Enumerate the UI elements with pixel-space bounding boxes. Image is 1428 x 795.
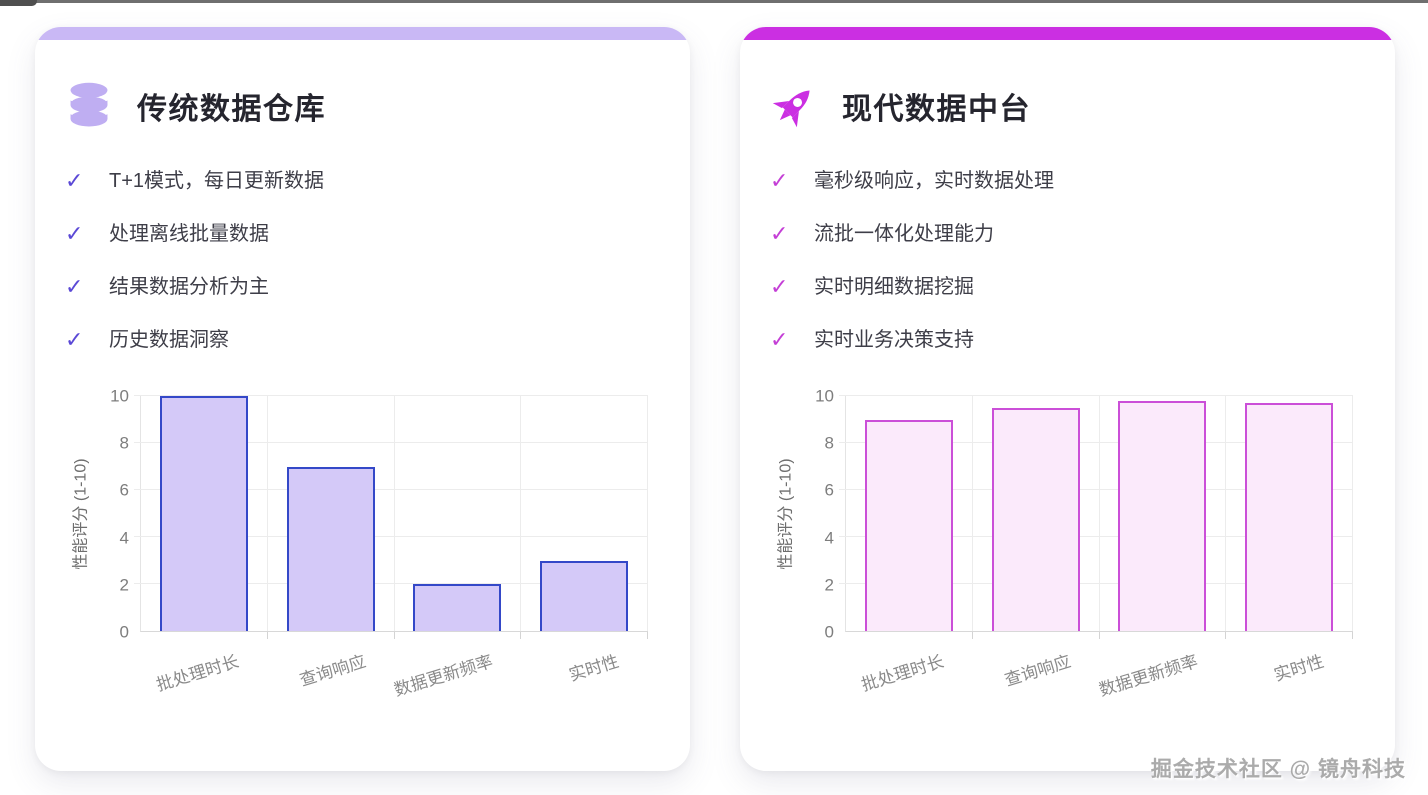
plot-area: 批处理时长 查询响应 数据更新频率 实时性 [839,395,1353,700]
check-icon: ✓ [65,274,84,299]
bar-chart-traditional: 性能评分 (1-10) 10 8 6 4 2 0 [65,384,660,714]
check-icon: ✓ [770,221,789,246]
y-tick: 10 [110,386,129,406]
bar [413,584,502,631]
feature-text: 结果数据分析为主 [109,276,269,298]
feature-item: ✓ 实时业务决策支持 [770,327,1365,354]
comparison-layout: 传统数据仓库 ✓ T+1模式，每日更新数据 ✓ 处理离线批量数据 ✓ 结果数据分… [35,27,1395,771]
y-tick: 4 [824,528,834,548]
feature-item: ✓ T+1模式，每日更新数据 [65,168,660,195]
bar [540,560,629,631]
feature-text: 实时明细数据挖掘 [814,276,974,298]
gridline [134,489,648,490]
feature-text: 处理离线批量数据 [109,223,269,245]
card-title: 现代数据中台 [842,93,1031,126]
bar [991,407,1080,631]
x-tick-label: 实时性 [1272,651,1327,685]
plot-area: 批处理时长 查询响应 数据更新频率 实时性 [134,395,648,700]
y-tick: 0 [119,622,129,642]
card-traditional-warehouse: 传统数据仓库 ✓ T+1模式，每日更新数据 ✓ 处理离线批量数据 ✓ 结果数据分… [35,27,690,771]
x-tick-label: 数据更新频率 [391,651,495,700]
check-icon: ✓ [770,327,789,352]
check-icon: ✓ [65,168,84,193]
feature-item: ✓ 历史数据洞察 [65,327,660,354]
bar [1245,403,1334,631]
x-tick-label: 批处理时长 [154,651,242,695]
feature-item: ✓ 处理离线批量数据 [65,221,660,248]
gridline [134,395,648,396]
gridline [839,395,1353,396]
y-tick: 2 [119,575,129,595]
card-header: 传统数据仓库 [65,82,660,130]
bar [286,466,375,631]
gridline [134,536,648,537]
card-accent-bar [740,27,1395,40]
bar-chart-modern: 性能评分 (1-10) 10 8 6 4 2 0 [770,384,1365,714]
gridline [839,442,1353,443]
gridline [839,583,1353,584]
card-accent-bar [35,27,690,40]
y-axis-ticks: 10 8 6 4 2 0 [65,388,129,641]
y-tick: 8 [824,433,834,453]
rocket-icon [770,82,818,130]
feature-list: ✓ T+1模式，每日更新数据 ✓ 处理离线批量数据 ✓ 结果数据分析为主 ✓ 历… [65,168,660,354]
feature-item: ✓ 实时明细数据挖掘 [770,274,1365,301]
check-icon: ✓ [65,221,84,246]
screen-top-corner [0,0,37,6]
x-tick-label: 实时性 [567,651,622,685]
screen-top-edge [0,0,1428,3]
x-tick-label: 查询响应 [1002,651,1073,690]
y-tick: 2 [824,575,834,595]
feature-text: 实时业务决策支持 [814,329,974,351]
feature-text: 流批一体化处理能力 [814,223,994,245]
feature-item: ✓ 流批一体化处理能力 [770,221,1365,248]
feature-list: ✓ 毫秒级响应，实时数据处理 ✓ 流批一体化处理能力 ✓ 实时明细数据挖掘 ✓ … [770,168,1365,354]
check-icon: ✓ [65,327,84,352]
bar [159,396,248,631]
y-tick: 10 [815,386,834,406]
gridline [839,536,1353,537]
database-icon [65,82,113,130]
check-icon: ✓ [770,168,789,193]
y-tick: 8 [119,433,129,453]
card-modern-platform: 现代数据中台 ✓ 毫秒级响应，实时数据处理 ✓ 流批一体化处理能力 ✓ 实时明细… [740,27,1395,771]
feature-item: ✓ 结果数据分析为主 [65,274,660,301]
bar [864,419,953,631]
gridline [134,583,648,584]
y-tick: 0 [824,622,834,642]
y-tick: 4 [119,528,129,548]
x-tick-label: 批处理时长 [859,651,947,695]
watermark: 掘金技术社区 @ 镜舟科技 [1150,758,1406,781]
bar [1118,400,1207,631]
card-title: 传统数据仓库 [137,93,326,126]
x-tick-label: 数据更新频率 [1096,651,1200,700]
y-axis-ticks: 10 8 6 4 2 0 [770,388,834,641]
y-tick: 6 [824,480,834,500]
gridline [839,489,1353,490]
check-icon: ✓ [770,274,789,299]
feature-item: ✓ 毫秒级响应，实时数据处理 [770,168,1365,195]
gridline [134,442,648,443]
feature-text: T+1模式，每日更新数据 [109,170,325,192]
feature-text: 毫秒级响应，实时数据处理 [814,170,1054,192]
card-header: 现代数据中台 [770,82,1365,130]
feature-text: 历史数据洞察 [109,329,229,351]
x-tick-label: 查询响应 [297,651,368,690]
y-tick: 6 [119,480,129,500]
